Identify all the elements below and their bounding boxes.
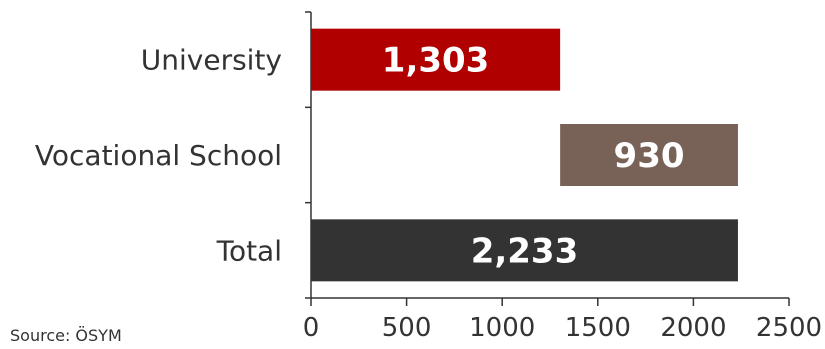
data-label: 1,303 <box>382 41 490 81</box>
data-label: 930 <box>614 136 685 176</box>
chart-bars <box>311 28 738 282</box>
bar <box>560 124 738 186</box>
x-tick-label: 1500 <box>565 313 631 343</box>
x-tick-label: 2500 <box>756 313 822 343</box>
category-label: Vocational School <box>35 139 282 172</box>
chart-labels: University 1,303 Vocational School 930 Total… <box>35 41 685 272</box>
x-tick-label: 1000 <box>469 313 535 343</box>
x-tick-label: 2000 <box>660 313 726 343</box>
chart-axes: 0 500 1000 1500 2000 2500 <box>303 11 822 343</box>
data-label: 2,233 <box>471 231 579 271</box>
x-tick-label: 500 <box>382 313 432 343</box>
source-note: Source: ÖSYM <box>10 326 122 345</box>
bar <box>311 28 561 91</box>
category-label: University <box>141 44 282 77</box>
category-label: Total <box>216 234 282 267</box>
x-tick-label: 0 <box>303 313 320 343</box>
bar <box>311 219 738 282</box>
